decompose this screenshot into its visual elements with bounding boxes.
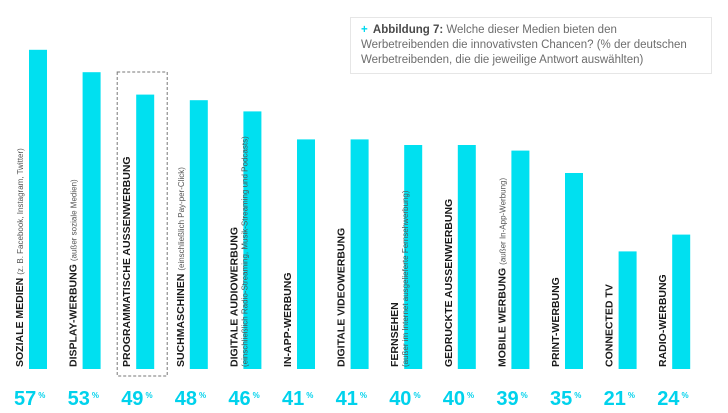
value-unit: %	[253, 391, 260, 400]
value-unit: %	[199, 391, 206, 400]
value-label: 40%	[389, 388, 420, 410]
bar-1	[29, 49, 47, 370]
value-label: 40%	[443, 388, 474, 410]
value-number: 41	[336, 388, 358, 410]
category-name: RADIO-WERBUNG	[657, 274, 669, 367]
category-label: DIGITALE VIDEOWERBUNG	[336, 228, 348, 367]
category-note: (einschließlich Radio-Streaming, Musik-S…	[240, 136, 249, 367]
bar-7	[350, 139, 369, 369]
value-label: 35%	[550, 388, 581, 410]
value-unit: %	[92, 391, 99, 400]
value-unit: %	[38, 391, 45, 400]
value-unit: %	[628, 391, 635, 400]
value-label: 41%	[282, 388, 313, 410]
bar-6	[297, 139, 315, 369]
value-label: 21%	[604, 388, 635, 410]
value-number: 41	[282, 388, 304, 410]
category-label: SOZIALE MEDIEN (z. B. Facebook, Instagram…	[14, 148, 26, 367]
bar-9	[457, 145, 476, 369]
category-name: GEDRUCKTE AUSSENWERBUNG	[443, 199, 455, 367]
category-note: (außer im Internet ausgelieferte Fernseh…	[401, 190, 410, 367]
category-name: FERNSEHEN	[389, 302, 401, 367]
value-number: 24	[657, 388, 680, 410]
figure-caption-box: + Abbildung 7: Welche dieser Medien biet…	[350, 17, 712, 74]
category-note: (einschließlich Pay-per-Click)	[177, 167, 186, 271]
figure-caption: Welche dieser Medien bieten den Werbetre…	[361, 24, 687, 66]
category-name: PROGRAMMATISCHE AUSSENWERBUNG	[121, 156, 133, 367]
value-number: 35	[550, 388, 572, 410]
bar-10	[511, 150, 530, 369]
category-name: DIGITALE AUDIOWERBUNG	[228, 227, 240, 367]
value-label: 53%	[68, 388, 99, 410]
value-number: 39	[496, 388, 518, 410]
value-label: 48%	[175, 388, 206, 410]
category-label: IN-APP-WERBUNG	[282, 273, 294, 368]
value-label: 57%	[14, 388, 45, 410]
value-unit: %	[413, 391, 420, 400]
bar-4	[189, 100, 208, 369]
value-unit: %	[306, 391, 313, 400]
value-label: 24%	[657, 388, 688, 410]
figure-heading: Abbildung 7:	[372, 24, 444, 36]
value-number: 53	[68, 388, 90, 410]
category-note: (außer In-App-Werbung)	[498, 177, 507, 264]
category-name: DIGITALE VIDEOWERBUNG	[336, 228, 348, 367]
category-label: CONNECTED TV	[604, 284, 616, 367]
value-label: 49%	[121, 388, 152, 410]
value-number: 57	[14, 388, 36, 410]
plus-icon: +	[361, 24, 368, 36]
value-unit: %	[574, 391, 581, 400]
value-unit: %	[681, 391, 688, 400]
value-unit: %	[360, 391, 367, 400]
category-name: CONNECTED TV	[604, 284, 616, 367]
category-name: PRINT-WERBUNG	[550, 277, 562, 367]
value-label: 39%	[496, 388, 527, 410]
value-number: 48	[175, 388, 197, 410]
highlight-box	[116, 71, 168, 377]
bar-11	[565, 173, 583, 369]
category-name: MOBILE WERBUNG	[496, 268, 508, 367]
bar-3	[136, 94, 155, 369]
category-name: DISPLAY-WERBUNG	[68, 264, 80, 367]
category-note: (z. B. Facebook, Instagram, Twitter)	[16, 148, 25, 275]
category-label: RADIO-WERBUNG	[657, 274, 669, 367]
category-name: IN-APP-WERBUNG	[282, 273, 294, 368]
value-number: 46	[228, 388, 250, 410]
category-name: SUCHMASCHINEN	[175, 274, 187, 367]
value-number: 40	[443, 388, 465, 410]
value-label: 46%	[228, 388, 259, 410]
value-unit: %	[145, 391, 152, 400]
bar-8	[404, 145, 423, 369]
category-name: SOZIALE MEDIEN	[14, 278, 26, 367]
value-number: 49	[121, 388, 143, 410]
category-label: PROGRAMMATISCHE AUSSENWERBUNG	[121, 156, 133, 367]
category-label: GEDRUCKTE AUSSENWERBUNG	[443, 199, 455, 367]
bar-13	[672, 234, 691, 369]
value-number: 40	[389, 388, 411, 410]
bar-12	[618, 251, 637, 369]
value-number: 21	[604, 388, 626, 410]
value-label: 41%	[336, 388, 367, 410]
category-label: SUCHMASCHINEN (einschließlich Pay-per-Cli…	[175, 167, 187, 367]
category-label: DISPLAY-WERBUNG (außer soziale Medien)	[68, 179, 80, 367]
value-unit: %	[521, 391, 528, 400]
category-label: MOBILE WERBUNG (außer In-App-Werbung)	[496, 177, 508, 367]
category-label: FERNSEHEN	[389, 302, 401, 367]
category-label: PRINT-WERBUNG	[550, 277, 562, 367]
bar-2	[82, 72, 101, 369]
bar-5	[243, 111, 262, 370]
category-note: (außer soziale Medien)	[70, 179, 79, 261]
category-label: DIGITALE AUDIOWERBUNG	[228, 227, 240, 367]
value-unit: %	[467, 391, 474, 400]
